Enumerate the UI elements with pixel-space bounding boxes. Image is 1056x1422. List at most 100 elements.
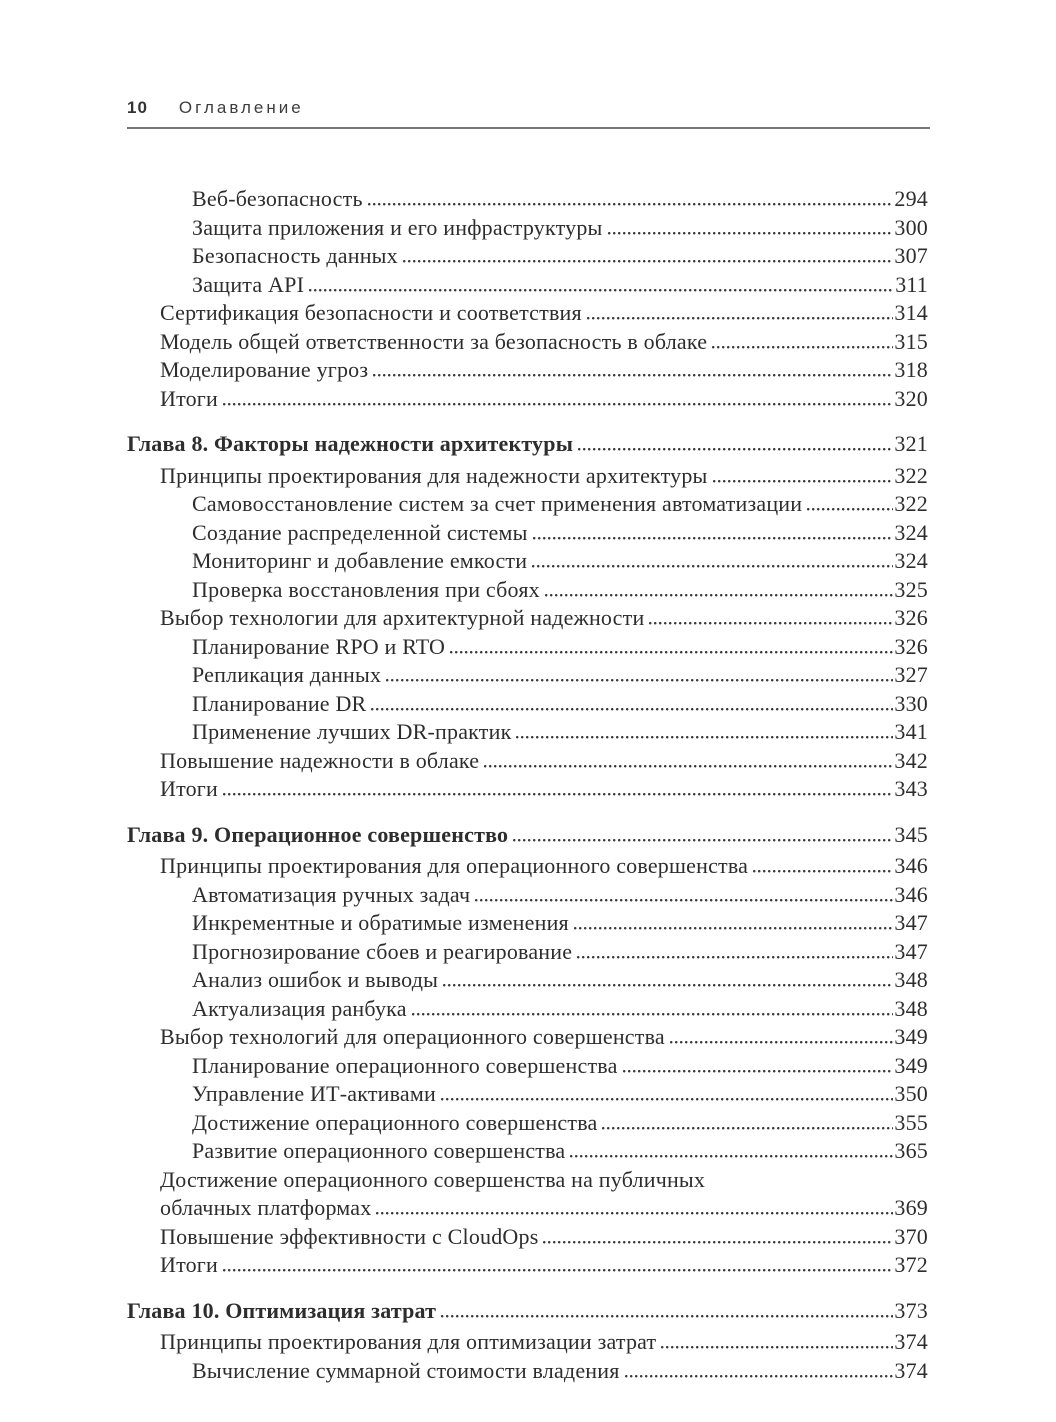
toc-dot-leader	[484, 763, 894, 768]
toc-entry-title: Выбор технологии для архитектурной надеж…	[160, 605, 645, 630]
toc-page-number: 350	[894, 1081, 928, 1106]
toc-dot-leader	[475, 897, 894, 902]
toc-entry: Выбор технологий для операционного совер…	[127, 1023, 928, 1052]
toc-entry-title-line2: облачных платформах	[160, 1195, 372, 1220]
toc-dot-leader	[712, 344, 894, 349]
toc-dot-leader	[753, 869, 894, 873]
toc-entry-title: Применение лучших DR-практик	[192, 719, 512, 744]
toc-page-number: 315	[894, 328, 928, 354]
toc-page-number: 324	[894, 548, 928, 573]
toc-page-number: 347	[894, 910, 928, 935]
toc-page-number: 320	[894, 385, 928, 411]
toc-entry-title: Достижение операционного совершенства	[192, 1109, 598, 1135]
toc-dot-leader	[577, 954, 894, 959]
toc-entry: Веб-безопасность 294	[127, 185, 928, 214]
toc-entry-title: Планирование операционного совершенства	[192, 1052, 618, 1078]
toc-entry: Итоги 343	[127, 775, 928, 804]
toc-dot-leader	[441, 1097, 894, 1101]
toc-entry: Мониторинг и добавление емкости 324	[127, 547, 928, 576]
toc-page-number: 348	[894, 967, 928, 992]
toc-dot-leader	[649, 621, 894, 625]
toc-dot-leader	[223, 1268, 894, 1272]
header-divider	[127, 127, 930, 129]
toc-page-number: 341	[894, 719, 928, 744]
toc-entry-title: Мониторинг и добавление емкости	[192, 548, 528, 573]
toc-entry: Выбор технологии для архитектурной надеж…	[127, 604, 928, 633]
toc-dot-leader	[712, 478, 894, 483]
toc-entry-title: Сертификация безопасности и соответствия	[160, 300, 582, 325]
toc-page-number: 369	[894, 1195, 928, 1220]
toc-entry: Инкрементные и обратимые изменения 347	[127, 909, 928, 938]
page-header-title: Оглавление	[178, 98, 304, 117]
toc-page-number: 373	[894, 1297, 928, 1323]
toc-dot-leader	[386, 678, 894, 682]
toc-dot-leader	[570, 1154, 894, 1158]
toc-entry-title: Актуализация ранбука	[192, 995, 407, 1021]
toc-page-number: 374	[894, 1357, 928, 1383]
toc-dot-leader	[669, 1040, 894, 1044]
page-number: 10	[127, 98, 148, 117]
toc-entry-title: Моделирование угроз	[160, 357, 369, 382]
toc-entry-title: Повышение надежности в облаке	[160, 747, 480, 773]
toc-entry: Самовосстановление систем за счет примен…	[127, 490, 928, 519]
toc-entry: Принципы проектирования для оптимизации …	[127, 1328, 928, 1357]
toc-page-number: 311	[895, 271, 928, 297]
toc-entry-title: Глава 8. Факторы надежности архитектуры	[127, 431, 574, 456]
toc-page-number: 327	[894, 662, 928, 687]
toc-entry-title: Принципы проектирования для надежности а…	[160, 462, 708, 488]
toc-dot-leader	[544, 592, 894, 597]
toc-dot-leader	[441, 1313, 894, 1318]
toc-page-number: 346	[894, 853, 928, 878]
toc-entry-title: Глава 9. Операционное совершенство	[127, 821, 509, 847]
toc-page-number: 294	[894, 186, 928, 211]
toc-dot-leader	[573, 926, 894, 930]
toc-entry: Повышение надежности в облаке 342	[127, 747, 928, 776]
toc-entry-title: Автоматизация ручных задач	[192, 881, 471, 907]
toc-entry-title: Репликация данных	[192, 662, 382, 687]
toc-entry-title: Выбор технологий для операционного совер…	[160, 1024, 665, 1049]
toc-page-number: 349	[894, 1052, 928, 1078]
toc-entry: Сертификация безопасности и соответствия…	[127, 299, 928, 328]
toc-entry: Актуализация ранбука 348	[127, 995, 928, 1024]
toc-dot-leader	[578, 447, 894, 451]
toc-entry-title: Повышение эффективности с CloudOps	[160, 1223, 539, 1249]
toc-page-number: 348	[894, 995, 928, 1021]
toc-dot-leader	[411, 1011, 894, 1016]
toc-entry-title: Безопасность данных	[192, 243, 398, 268]
toc-page-number: 370	[894, 1223, 928, 1249]
toc-entry: Итоги 320	[127, 385, 928, 414]
toc-entry-title: Самовосстановление систем за счет примен…	[192, 491, 803, 516]
toc-entry: Достижение операционного совершенства 355	[127, 1109, 928, 1138]
toc-entry: Защита приложения и его инфраструктуры 30…	[127, 214, 928, 243]
running-head: 10 Оглавление	[127, 97, 928, 119]
toc-dot-leader	[602, 1125, 894, 1130]
toc-entry: Прогнозирование сбоев и реагирование 347	[127, 938, 928, 967]
toc-page-number: 347	[894, 938, 928, 964]
toc-dot-leader	[371, 706, 894, 711]
toc-entry: Применение лучших DR-практик 341	[127, 718, 928, 747]
toc-page-number: 326	[894, 633, 928, 659]
toc-entry: Повышение эффективности с CloudOps 370	[127, 1223, 928, 1252]
toc-dot-leader	[607, 230, 894, 235]
toc-entry-title: Итоги	[160, 776, 219, 801]
toc-page-number: 346	[894, 881, 928, 907]
toc-dot-leader	[543, 1239, 894, 1244]
toc-entry: Создание распределенной системы 324	[127, 519, 928, 548]
toc-list: Веб-безопасность 294 Защита приложения и е…	[127, 185, 928, 1385]
toc-entry: Достижение операционного совершенства на…	[127, 1166, 928, 1223]
toc-entry-title: Достижение операционного совершенства на…	[160, 1166, 706, 1192]
toc-entry-title: Вычисление суммарной стоимости владения	[192, 1357, 620, 1383]
toc-page-number: 314	[894, 300, 928, 325]
toc-entry: Репликация данных 327	[127, 661, 928, 690]
toc-entry-title: Создание распределенной системы	[192, 519, 528, 545]
toc-entry: Проверка восстановления при сбоях 325	[127, 576, 928, 605]
toc-entry-title: Итоги	[160, 385, 219, 411]
toc-dot-leader	[807, 507, 894, 511]
toc-dot-leader	[624, 1373, 894, 1378]
toc-entry: Безопасность данных 307	[127, 242, 928, 271]
toc-dot-leader	[516, 735, 894, 739]
toc-entry: Анализ ошибок и выводы 348	[127, 966, 928, 995]
toc-dot-leader	[367, 202, 894, 206]
toc-entry-title: Глава 10. Оптимизация затрат	[127, 1297, 437, 1323]
